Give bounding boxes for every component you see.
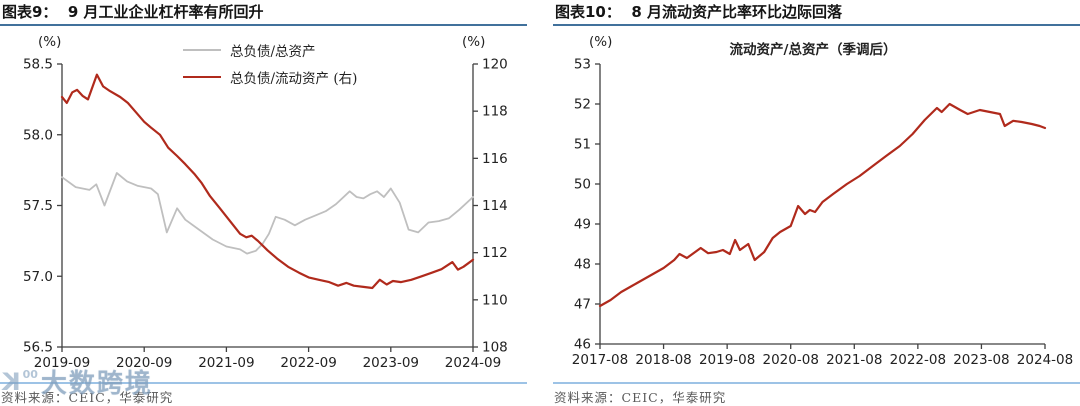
legend-item-current-assets: 总负债/流动资产 (右) <box>183 63 357 90</box>
svg-text:2021-08: 2021-08 <box>826 352 882 368</box>
svg-text:2023-09: 2023-09 <box>363 355 419 371</box>
svg-text:2024-09: 2024-09 <box>445 355 501 371</box>
svg-text:57.0: 57.0 <box>23 269 53 285</box>
source-note: 资料来源：CEIC，华泰研究 <box>554 390 727 405</box>
svg-text:2017-08: 2017-08 <box>572 352 628 368</box>
svg-text:108: 108 <box>482 340 508 356</box>
legend-line-swatch <box>183 48 221 51</box>
svg-text:112: 112 <box>482 245 508 261</box>
svg-text:51: 51 <box>574 137 591 153</box>
svg-text:48: 48 <box>574 257 591 273</box>
svg-text:114: 114 <box>482 198 508 214</box>
right-axis-unit-label: (%) <box>462 34 486 50</box>
svg-text:52: 52 <box>574 97 591 113</box>
svg-text:120: 120 <box>482 57 508 73</box>
separator-line <box>553 382 1080 384</box>
svg-text:58.0: 58.0 <box>23 127 53 143</box>
svg-text:57.5: 57.5 <box>23 198 53 214</box>
chart-panel-leverage: 图表9： 9 月工业企业杠杆率有所回升 (%) (%) 总负债/总资产 总负债/… <box>0 0 527 405</box>
series-title: 流动资产/总资产（季调后） <box>729 42 897 58</box>
svg-text:56.5: 56.5 <box>23 340 53 356</box>
svg-text:2022-09: 2022-09 <box>280 355 336 371</box>
svg-text:2022-08: 2022-08 <box>890 352 946 368</box>
svg-text:2024-08: 2024-08 <box>1017 352 1073 368</box>
left-axis-unit-label: (%) <box>38 34 62 50</box>
svg-text:2019-08: 2019-08 <box>699 352 755 368</box>
chart-title: 图表9： 9 月工业企业杠杆率有所回升 <box>0 2 527 26</box>
source-note: 资料来源：CEIC，华泰研究 <box>1 390 174 405</box>
svg-text:50: 50 <box>574 177 591 193</box>
chart-panel-current-ratio: 图表10： 8 月流动资产比率环比边际回落 (%) 流动资产/总资产（季调后） … <box>553 0 1080 405</box>
svg-text:2020-08: 2020-08 <box>763 352 819 368</box>
svg-text:47: 47 <box>574 297 591 313</box>
legend-label: 总负债/总资产 <box>230 43 316 60</box>
svg-text:116: 116 <box>482 151 508 167</box>
svg-text:2020-09: 2020-09 <box>116 355 172 371</box>
svg-text:2019-09: 2019-09 <box>34 355 90 371</box>
svg-text:2023-08: 2023-08 <box>953 352 1009 368</box>
y-axis-unit-label: (%) <box>589 34 613 50</box>
svg-text:53: 53 <box>574 57 591 73</box>
svg-text:49: 49 <box>574 217 591 233</box>
svg-text:2018-08: 2018-08 <box>635 352 691 368</box>
svg-text:58.5: 58.5 <box>23 57 53 73</box>
legend-item-total-assets: 总负债/总资产 <box>183 36 357 63</box>
legend: 总负债/总资产 总负债/流动资产 (右) <box>183 36 357 90</box>
svg-text:110: 110 <box>482 292 508 308</box>
legend-line-swatch <box>183 75 221 78</box>
svg-text:46: 46 <box>574 337 591 353</box>
svg-text:2021-09: 2021-09 <box>198 355 254 371</box>
separator-line <box>0 382 527 384</box>
line-chart-leverage: 58.5 58.0 57.5 57.0 56.5 120 118 116 114 112 110 10… <box>23 57 508 372</box>
svg-text:118: 118 <box>482 104 508 120</box>
legend-label: 总负债/流动资产 (右) <box>230 70 358 87</box>
chart-title: 图表10： 8 月流动资产比率环比边际回落 <box>553 2 1080 26</box>
